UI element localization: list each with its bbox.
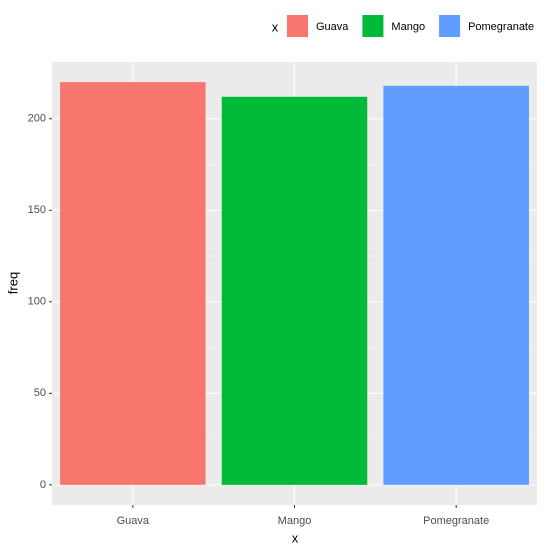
x-tick-label: Guava <box>117 515 150 527</box>
legend-label: Mango <box>391 21 425 33</box>
x-tick-label: Mango <box>278 515 312 527</box>
legend-label: Pomegranate <box>468 21 534 33</box>
legend-key <box>439 15 461 37</box>
legend-label: Guava <box>316 21 349 33</box>
y-axis-title: freq <box>5 272 20 294</box>
bar <box>221 96 368 485</box>
legend-key <box>287 15 308 37</box>
y-tick-label: 200 <box>28 113 46 125</box>
legend-title: x <box>272 19 279 34</box>
y-tick-label: 0 <box>40 479 46 491</box>
bar <box>60 82 206 485</box>
y-tick-label: 150 <box>28 204 46 216</box>
y-tick-label: 100 <box>28 296 46 308</box>
legend-key <box>362 15 384 37</box>
x-axis-title: x <box>292 530 299 545</box>
x-tick-label: Pomegranate <box>423 515 489 527</box>
bar <box>383 85 529 485</box>
y-tick-label: 50 <box>34 387 46 399</box>
